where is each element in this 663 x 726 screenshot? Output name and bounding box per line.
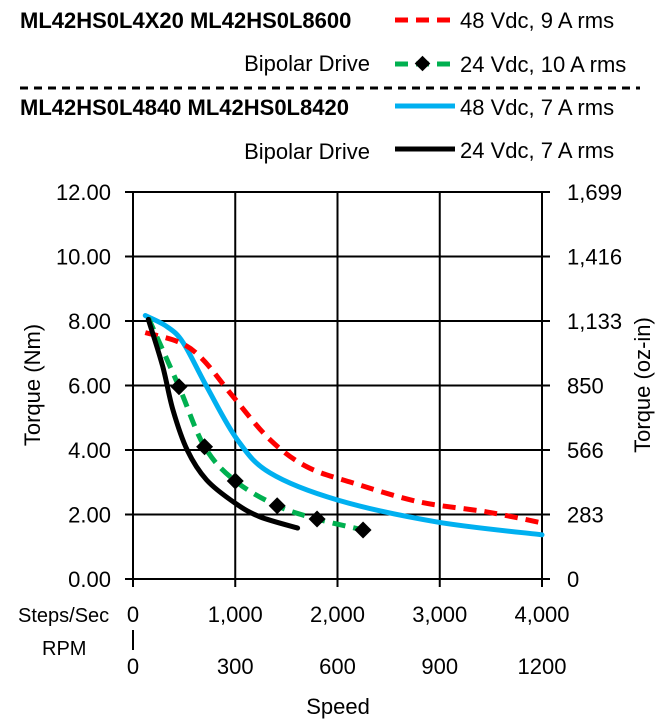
x-tick-label-rpm: 300 xyxy=(217,654,254,679)
y2-tick-label: 1,699 xyxy=(567,180,622,205)
legend: ML42HS0L4X20 ML42HS0L8600 Bipolar Drive … xyxy=(20,8,640,164)
legend-drive-2: Bipolar Drive xyxy=(244,139,370,164)
series-layer xyxy=(142,313,545,539)
series-line-0 xyxy=(144,330,543,526)
grid: 0.00 0 2.00 283 4.00 566 6.00 850 8.00 1,133 10.00… xyxy=(56,180,622,679)
legend-entry-2: 24 Vdc, 10 A rms xyxy=(460,52,626,77)
x-axis-row-label-steps: Steps/Sec xyxy=(18,605,109,627)
y-tick-label: 2.00 xyxy=(68,503,111,528)
legend-models-1: ML42HS0L4X20 ML42HS0L8600 xyxy=(20,8,351,33)
x-tick-label-steps: 3,000 xyxy=(412,602,467,627)
y-tick-label: 6.00 xyxy=(68,374,111,399)
legend-entry-1: 48 Vdc, 9 A rms xyxy=(460,8,614,33)
data-point-diamond xyxy=(226,472,244,490)
y-tick-label: 4.00 xyxy=(68,438,111,463)
legend-diamond-marker xyxy=(414,55,431,72)
y2-tick-label: 1,416 xyxy=(567,245,622,270)
y2-tick-label: 566 xyxy=(567,438,604,463)
y2-tick-label: 850 xyxy=(567,374,604,399)
x-tick-label-rpm: 600 xyxy=(319,654,356,679)
x-tick-label-steps: 4,000 xyxy=(514,602,569,627)
legend-entry-4: 24 Vdc, 7 A rms xyxy=(460,138,614,163)
series-line-3 xyxy=(145,316,301,531)
legend-entry-3: 48 Vdc, 7 A rms xyxy=(460,95,614,120)
data-point-diamond xyxy=(308,510,326,528)
data-point-diamond xyxy=(354,521,372,539)
y-axis-title: Torque (Nm) xyxy=(20,324,45,446)
data-point-diamond xyxy=(170,378,188,396)
y-tick-label: 10.00 xyxy=(56,245,111,270)
legend-models-2: ML42HS0L4840 ML42HS0L8420 xyxy=(20,95,349,120)
axis-labels: Torque (Nm) Torque (oz-in) Speed Steps/S… xyxy=(18,317,655,719)
y2-tick-label: 0 xyxy=(567,567,579,592)
x-tick-label-steps: 2,000 xyxy=(310,602,365,627)
y-tick-label: 8.00 xyxy=(68,309,111,334)
y-tick-label: 0.00 xyxy=(68,567,111,592)
x-tick-label-rpm: 900 xyxy=(421,654,458,679)
x-axis-title: Speed xyxy=(306,694,370,719)
x-axis-row-label-rpm: RPM xyxy=(42,638,86,660)
x-tick-label-steps: 0 xyxy=(127,602,139,627)
x-tick-label-rpm: 0 xyxy=(127,654,139,679)
legend-drive-1: Bipolar Drive xyxy=(244,51,370,76)
y2-tick-label: 283 xyxy=(567,503,604,528)
series-line-2 xyxy=(142,313,545,538)
y2-tick-label: 1,133 xyxy=(567,309,622,334)
data-point-diamond xyxy=(196,438,214,456)
y-tick-label: 12.00 xyxy=(56,180,111,205)
x-tick-label-steps: 1,000 xyxy=(208,602,263,627)
data-point-diamond xyxy=(268,497,286,515)
x-tick-label-rpm: 1200 xyxy=(518,654,567,679)
y2-axis-title: Torque (oz-in) xyxy=(630,317,655,453)
